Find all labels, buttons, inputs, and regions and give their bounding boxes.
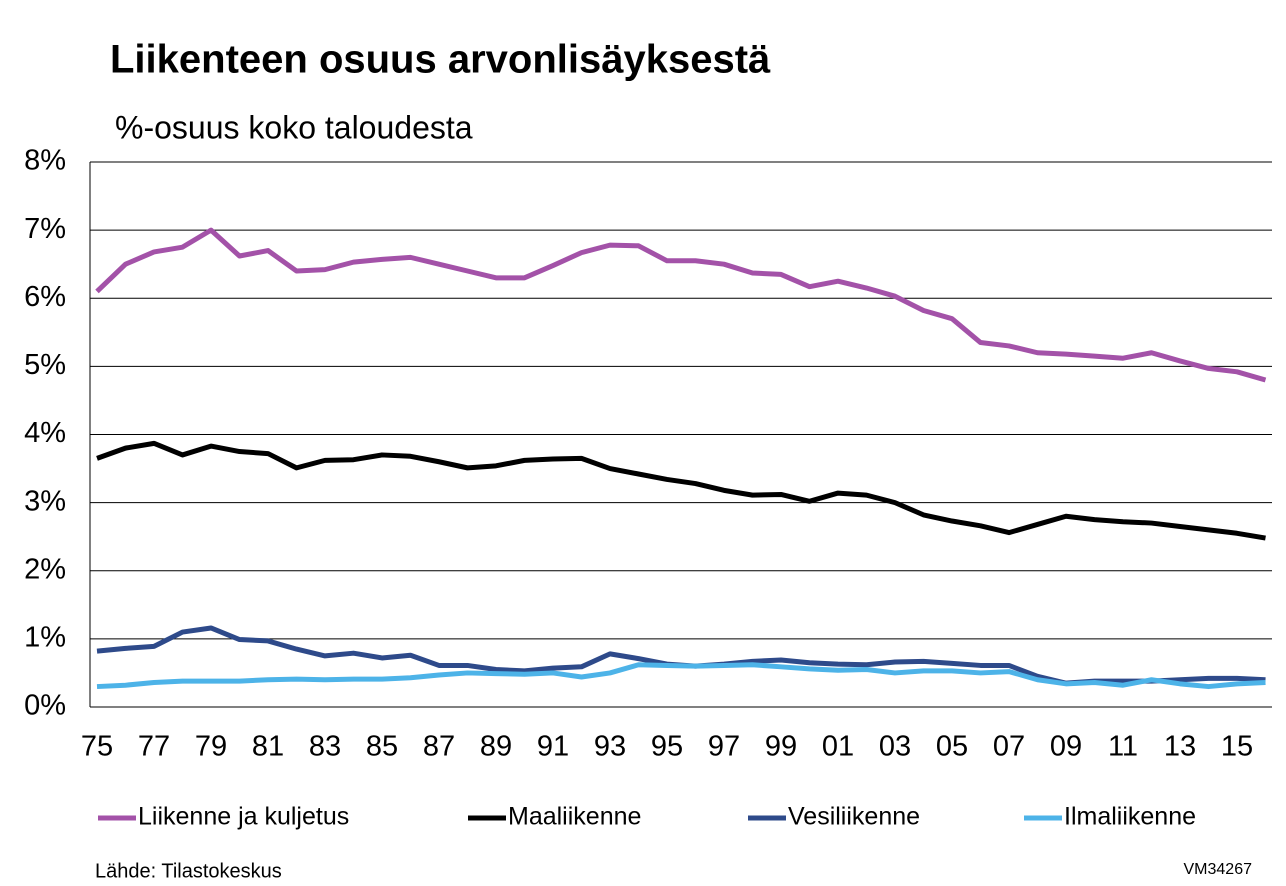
legend-label: Maaliikenne — [508, 803, 641, 831]
x-tick-label: 15 — [1221, 731, 1253, 763]
y-tick-label: 4% — [24, 417, 66, 449]
y-tick-label: 3% — [24, 485, 66, 517]
x-tick-label: 79 — [195, 731, 227, 763]
x-tick-label: 89 — [480, 731, 512, 763]
y-tick-label: 5% — [24, 349, 66, 381]
series-line — [96, 625, 1266, 686]
x-tick-label: 13 — [1164, 731, 1196, 763]
x-tick-label: 81 — [252, 731, 284, 763]
x-tick-label: 83 — [309, 731, 341, 763]
x-tick-label: 87 — [423, 731, 455, 763]
y-tick-label: 0% — [24, 690, 66, 722]
chart-title: Liikenteen osuus arvonlisäyksestä — [110, 38, 771, 82]
code: VM34267 — [1184, 861, 1253, 878]
series-line — [96, 440, 1266, 541]
legend-label: Vesiliikenne — [788, 803, 920, 831]
y-tick-label: 8% — [24, 145, 66, 177]
x-tick-label: 07 — [993, 731, 1025, 763]
chart-subtitle: %-osuus koko taloudesta — [115, 109, 473, 145]
x-tick-label: 05 — [936, 731, 968, 763]
y-tick-label: 1% — [24, 622, 66, 654]
series-line — [96, 662, 1266, 690]
x-tick-label: 85 — [366, 731, 398, 763]
source: Lähde: Tilastokeskus — [95, 860, 282, 882]
x-tick-label: 95 — [651, 731, 683, 763]
x-tick-label: 03 — [879, 731, 911, 763]
x-tick-label: 97 — [708, 731, 740, 763]
x-tick-label: 11 — [1108, 731, 1138, 763]
legend-label: Ilmaliikenne — [1064, 803, 1196, 831]
y-tick-label: 7% — [24, 213, 66, 245]
x-tick-label: 77 — [138, 731, 170, 763]
x-tick-label: 93 — [594, 731, 626, 763]
y-tick-label: 2% — [24, 553, 66, 585]
x-tick-label: 01 — [822, 731, 854, 763]
x-tick-label: 99 — [765, 731, 797, 763]
series-line — [95, 227, 1267, 383]
x-tick-label: 91 — [537, 731, 569, 763]
x-tick-label: 09 — [1050, 731, 1082, 763]
x-tick-label: 75 — [81, 731, 113, 763]
legend-label: Liikenne ja kuljetus — [138, 803, 349, 831]
y-tick-label: 6% — [24, 281, 66, 313]
